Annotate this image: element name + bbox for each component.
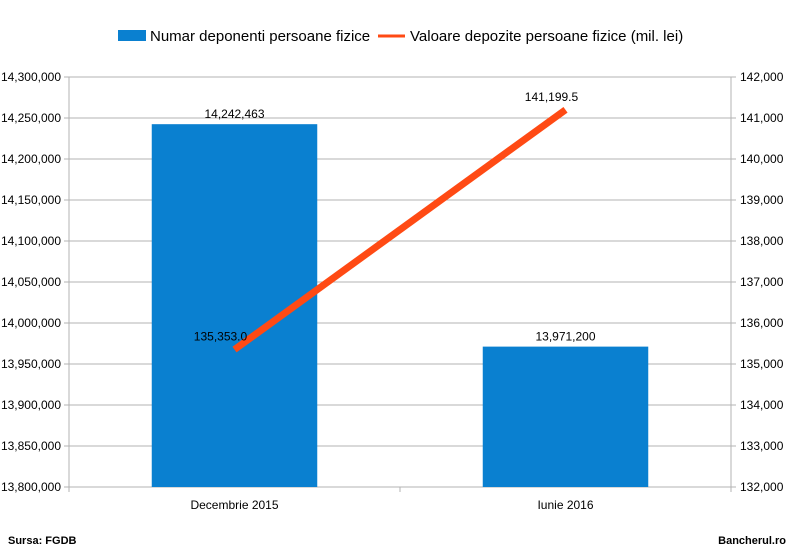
y-left-tick-label: 13,900,000	[1, 398, 61, 412]
y-left-tick-label: 14,000,000	[1, 316, 61, 330]
y-right-tick-label: 141,000	[740, 111, 784, 125]
y-left-tick-label: 14,100,000	[1, 234, 61, 248]
x-tick-label: Decembrie 2015	[190, 498, 278, 512]
bar	[482, 346, 649, 487]
y-right-tick-label: 134,000	[740, 398, 784, 412]
legend-swatch-bar	[118, 30, 146, 41]
y-right-tick-label: 136,000	[740, 316, 784, 330]
y-right-tick-label: 135,000	[740, 357, 784, 371]
y-right-tick-label: 133,000	[740, 439, 784, 453]
line-data-label: 135,353.0	[194, 330, 248, 344]
y-left-tick-label: 14,250,000	[1, 111, 61, 125]
y-right-tick-label: 138,000	[740, 234, 784, 248]
y-left-tick-label: 13,950,000	[1, 357, 61, 371]
line-series	[232, 106, 568, 353]
y-left-tick-label: 13,850,000	[1, 439, 61, 453]
y-left-tick-label: 14,200,000	[1, 152, 61, 166]
line-data-label: 141,199.5	[525, 90, 579, 104]
site-label: Bancherul.ro	[718, 535, 786, 547]
bar-data-label: 13,971,200	[535, 330, 595, 344]
legend-label-bar: Numar deponenti persoane fizice	[150, 28, 370, 45]
legend-label-line: Valoare depozite persoane fizice (mil. l…	[410, 28, 683, 45]
y-left-tick-label: 14,300,000	[1, 70, 61, 84]
y-right-tick-label: 139,000	[740, 193, 784, 207]
y-left-tick-label: 13,800,000	[1, 480, 61, 494]
y-left-tick-label: 14,050,000	[1, 275, 61, 289]
y-left-tick-label: 14,150,000	[1, 193, 61, 207]
y-right-tick-label: 140,000	[740, 152, 784, 166]
y-right-tick-label: 137,000	[740, 275, 784, 289]
y-right-tick-label: 132,000	[740, 480, 784, 494]
x-tick-label: Iunie 2016	[537, 498, 593, 512]
y-right-tick-label: 142,000	[740, 70, 784, 84]
source-label: Sursa: FGDB	[8, 535, 77, 547]
bar-data-label: 14,242,463	[204, 107, 264, 121]
